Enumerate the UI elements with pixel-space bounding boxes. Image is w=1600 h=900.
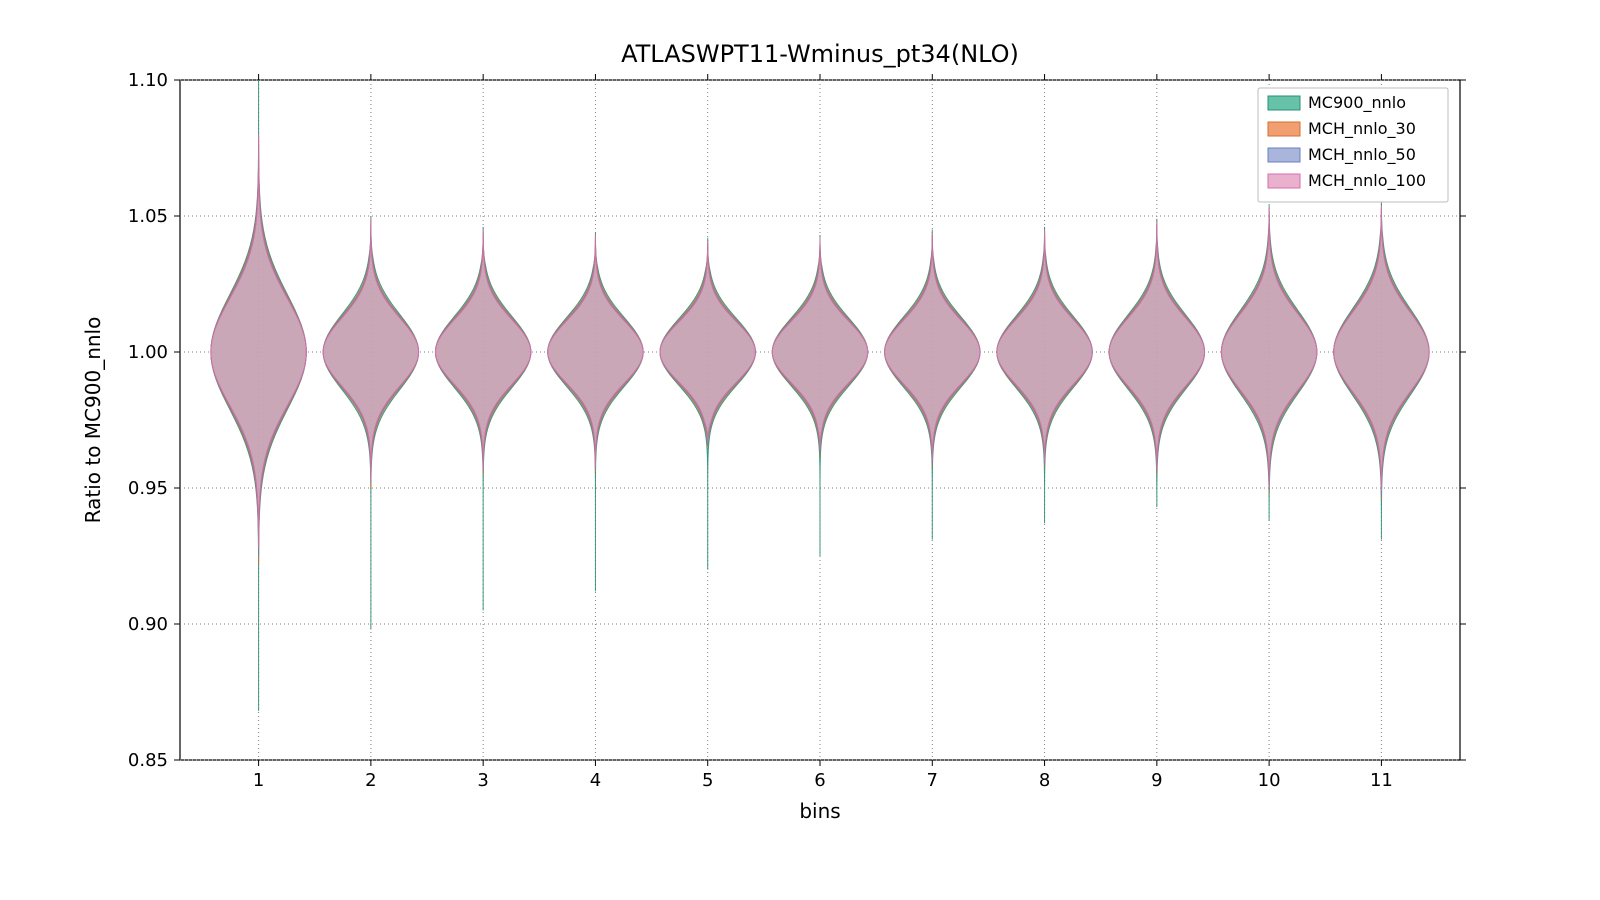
ytick-label: 1.10 (128, 70, 168, 91)
chart-canvas: 0.85 0.90 0.95 1.00 1.05 1.10 1 2 3 4 5 6 7 8 9 10 11 bin… (0, 0, 1600, 900)
figure: 0.85 0.90 0.95 1.00 1.05 1.10 1 2 3 4 5 6 7 8 9 10 11 bin… (0, 0, 1600, 900)
xtick-label: 11 (1370, 770, 1393, 791)
xlabel: bins (799, 799, 840, 823)
xtick-label: 1 (253, 770, 264, 791)
ytick-label: 0.90 (128, 614, 168, 635)
ytick-label: 0.95 (128, 478, 168, 499)
xtick-label: 10 (1258, 770, 1281, 791)
legend-swatch (1268, 96, 1300, 110)
legend: MC900_nnlo MCH_nnlo_30 MCH_nnlo_50 MCH_nnlo… (1258, 88, 1448, 202)
xtick-label: 7 (927, 770, 938, 791)
legend-swatch (1268, 122, 1300, 136)
legend-label: MCH_nnlo_30 (1308, 119, 1416, 139)
xtick-label: 4 (590, 770, 601, 791)
legend-swatch (1268, 174, 1300, 188)
xtick-label: 2 (365, 770, 376, 791)
ytick-label: 1.05 (128, 206, 168, 227)
legend-label: MC900_nnlo (1308, 93, 1406, 113)
ytick-label: 1.00 (128, 342, 168, 363)
xtick-label: 9 (1151, 770, 1162, 791)
xtick-label: 8 (1039, 770, 1050, 791)
legend-label: MCH_nnlo_50 (1308, 145, 1416, 165)
chart-title: ATLASWPT11-Wminus_pt34(NLO) (621, 40, 1019, 68)
ylabel: Ratio to MC900_nnlo (81, 317, 105, 524)
legend-swatch (1268, 148, 1300, 162)
xtick-label: 6 (814, 770, 825, 791)
ytick-label: 0.85 (128, 750, 168, 771)
xtick-label: 3 (477, 770, 488, 791)
legend-label: MCH_nnlo_100 (1308, 171, 1426, 191)
xtick-label: 5 (702, 770, 713, 791)
